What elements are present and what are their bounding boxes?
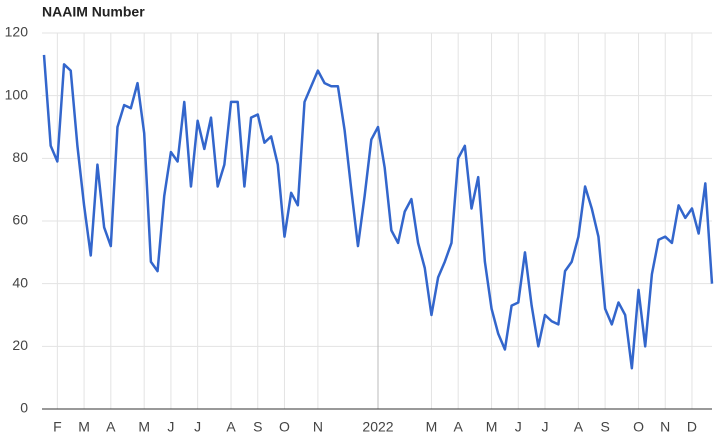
y-tick-label: 40 <box>12 274 28 290</box>
x-tick-label: J <box>515 419 522 435</box>
x-tick-label: O <box>279 419 290 435</box>
data-line <box>42 54 714 370</box>
x-tick-label: F <box>53 419 62 435</box>
x-tick-label: M <box>138 419 150 435</box>
y-tick-label: 20 <box>12 337 28 353</box>
x-tick-label: D <box>687 419 697 435</box>
y-tick-label: 0 <box>20 400 28 416</box>
x-tick-label: S <box>253 419 262 435</box>
y-tick-label: 120 <box>5 24 29 40</box>
x-tick-label: N <box>313 419 323 435</box>
x-tick-label: J <box>542 419 549 435</box>
x-tick-label: S <box>600 419 609 435</box>
x-tick-label: A <box>453 419 463 435</box>
x-tick-label: J <box>167 419 174 435</box>
x-tick-label: M <box>78 419 90 435</box>
x-tick-label: M <box>486 419 498 435</box>
x-tick-label: M <box>426 419 438 435</box>
x-tick-label: O <box>633 419 644 435</box>
x-tick-label: J <box>194 419 201 435</box>
x-tick-label: A <box>226 419 236 435</box>
x-tick-label: A <box>106 419 116 435</box>
y-tick-label: 100 <box>5 86 29 102</box>
y-tick-label: 80 <box>12 149 28 165</box>
x-tick-label: N <box>660 419 670 435</box>
x-tick-label: A <box>574 419 584 435</box>
chart-title: NAAIM Number <box>42 4 145 20</box>
y-tick-label: 60 <box>12 212 28 228</box>
x-tick-label: 2022 <box>362 419 393 435</box>
